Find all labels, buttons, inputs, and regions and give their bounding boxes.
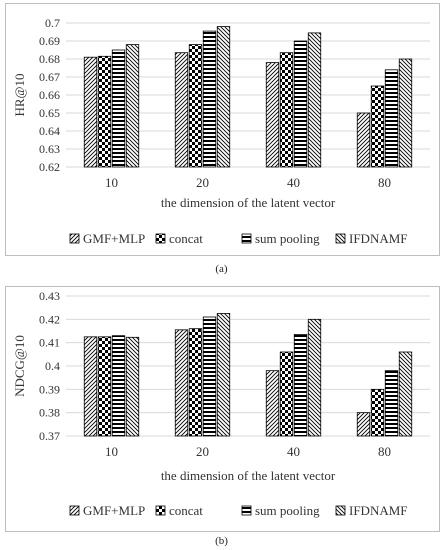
legend-label: GMF+MLP [83, 503, 145, 518]
bar-sum-pooling-40 [293, 334, 308, 437]
bar-sum-pooling-20 [202, 30, 217, 168]
y-tick-label: 0.4 [45, 359, 60, 373]
y-tick-label: 0.43 [39, 289, 60, 303]
bar-sum-pooling-10 [111, 49, 126, 168]
legend-label: concat [169, 503, 203, 518]
x-tick-label: 80 [378, 444, 391, 459]
bar-concat-10 [97, 336, 112, 437]
legend-swatch [155, 233, 166, 244]
legend-swatch [241, 233, 252, 244]
bar-concat-10 [97, 55, 112, 168]
bar-ifdnamf-80 [398, 351, 413, 437]
x-tick-label: 20 [196, 444, 209, 459]
bar-gmf-mlp-20 [174, 329, 189, 437]
x-tick-label: 80 [378, 175, 391, 190]
y-tick-label: 0.65 [39, 106, 60, 120]
bar-concat-80 [370, 388, 385, 437]
legend-swatch [155, 505, 166, 516]
chart-panel-ndcg: 0.37 0.38 0.39 0.4 0.41 0.42 0.43 NDCG@10 10 20 40… [5, 286, 440, 532]
bar-sum-pooling-40 [293, 40, 308, 168]
x-tick-label: 10 [105, 444, 118, 459]
y-axis-label: NDCG@10 [12, 335, 27, 397]
y-tick-label: 0.63 [39, 142, 60, 156]
x-tick-label: 40 [287, 444, 300, 459]
legend-label: IFDNAMF [349, 503, 408, 518]
bar-concat-40 [279, 351, 294, 437]
y-tick-label: 0.41 [39, 336, 60, 350]
x-axis-label: the dimension of the latent vector [161, 195, 336, 210]
bar-ifdnamf-10 [125, 44, 140, 168]
bar-gmf-mlp-10 [83, 336, 98, 437]
y-tick-label: 0.42 [39, 312, 60, 326]
legend-label: sum pooling [255, 503, 320, 518]
y-tick-label: 0.69 [39, 34, 60, 48]
bar-gmf-mlp-20 [174, 52, 189, 168]
bar-gmf-mlp-10 [83, 56, 98, 168]
y-tick-label: 0.39 [39, 382, 60, 396]
legend-label: GMF+MLP [83, 231, 145, 246]
bar-gmf-mlp-40 [265, 62, 280, 168]
y-tick-label: 0.7 [45, 16, 60, 30]
chart-panel-hr: 0.62 0.63 0.64 0.65 0.66 0.67 0.68 0.69 0.7 HR@10… [5, 3, 440, 256]
bar-sum-pooling-80 [384, 370, 399, 437]
bar-sum-pooling-80 [384, 69, 399, 168]
y-tick-label: 0.37 [39, 429, 60, 443]
bar-gmf-mlp-80 [356, 412, 371, 437]
bar-concat-40 [279, 52, 294, 168]
bar-sum-pooling-10 [111, 335, 126, 437]
hr-bar-chart: 0.62 0.63 0.64 0.65 0.66 0.67 0.68 0.69 0.7 HR@10… [12, 16, 430, 246]
y-tick-label: 0.64 [39, 124, 60, 138]
legend-label: sum pooling [255, 231, 320, 246]
bar-ifdnamf-80 [398, 58, 413, 168]
bar-gmf-mlp-40 [265, 370, 280, 437]
bar-concat-20 [188, 44, 203, 168]
legend-swatch [69, 233, 80, 244]
legend-label: IFDNAMF [349, 231, 408, 246]
bar-ifdnamf-40 [307, 32, 322, 168]
bar-gmf-mlp-80 [356, 112, 371, 168]
bar-ifdnamf-20 [216, 313, 231, 437]
y-tick-label: 0.66 [39, 88, 60, 102]
y-tick-label: 0.68 [39, 52, 60, 66]
bar-ifdnamf-10 [125, 336, 140, 437]
y-tick-label: 0.38 [39, 406, 60, 420]
bar-concat-80 [370, 85, 385, 168]
y-tick-label: 0.67 [39, 70, 60, 84]
x-tick-label: 20 [196, 175, 209, 190]
legend-swatch [335, 233, 346, 244]
caption-b: (b) [215, 535, 228, 547]
legend-label: concat [169, 231, 203, 246]
x-tick-label: 40 [287, 175, 300, 190]
bar-concat-20 [188, 328, 203, 437]
legend-swatch [335, 505, 346, 516]
y-axis-label: HR@10 [12, 73, 27, 116]
bar-sum-pooling-20 [202, 316, 217, 437]
y-tick-label: 0.62 [39, 160, 60, 174]
x-tick-label: 10 [105, 175, 118, 190]
bar-ifdnamf-20 [216, 26, 231, 168]
caption-a: (a) [215, 263, 228, 275]
legend-swatch [241, 505, 252, 516]
bar-ifdnamf-40 [307, 318, 322, 437]
ndcg-bar-chart: 0.37 0.38 0.39 0.4 0.41 0.42 0.43 NDCG@10 10 20 40… [12, 289, 430, 518]
legend-swatch [69, 505, 80, 516]
x-axis-label: the dimension of the latent vector [161, 468, 336, 483]
